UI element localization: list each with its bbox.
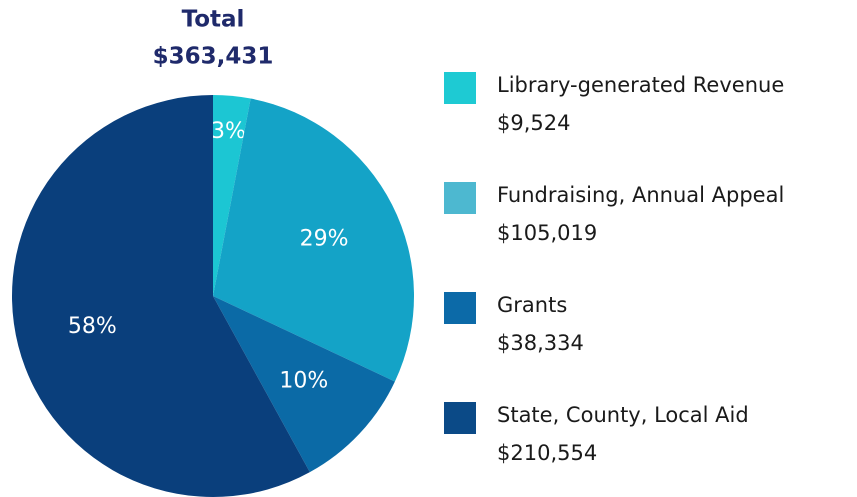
chart-subtitle: $363,431 — [153, 44, 274, 70]
legend-label: Library-generated Revenue — [497, 73, 784, 97]
pie-slice — [213, 296, 395, 473]
legend-label: State, County, Local Aid — [497, 403, 749, 427]
pie-slice — [12, 95, 310, 497]
legend-amount: $38,334 — [497, 331, 584, 355]
legend-swatch — [444, 72, 476, 104]
legend-label: Fundraising, Annual Appeal — [497, 183, 784, 207]
legend-swatch — [444, 402, 476, 434]
legend-amount: $9,524 — [497, 111, 570, 135]
chart-title: Total — [182, 7, 245, 33]
pie-slice — [213, 95, 251, 296]
legend-label: Grants — [497, 293, 567, 317]
legend-swatch — [444, 182, 476, 214]
pie-slice — [213, 98, 414, 382]
slice-label: 3% — [211, 119, 246, 144]
legend-amount: $210,554 — [497, 441, 597, 465]
slice-label: 58% — [68, 314, 117, 339]
slice-label: 10% — [279, 368, 328, 393]
slice-label: 29% — [300, 226, 349, 251]
legend-amount: $105,019 — [497, 221, 597, 245]
legend-swatch — [444, 292, 476, 324]
